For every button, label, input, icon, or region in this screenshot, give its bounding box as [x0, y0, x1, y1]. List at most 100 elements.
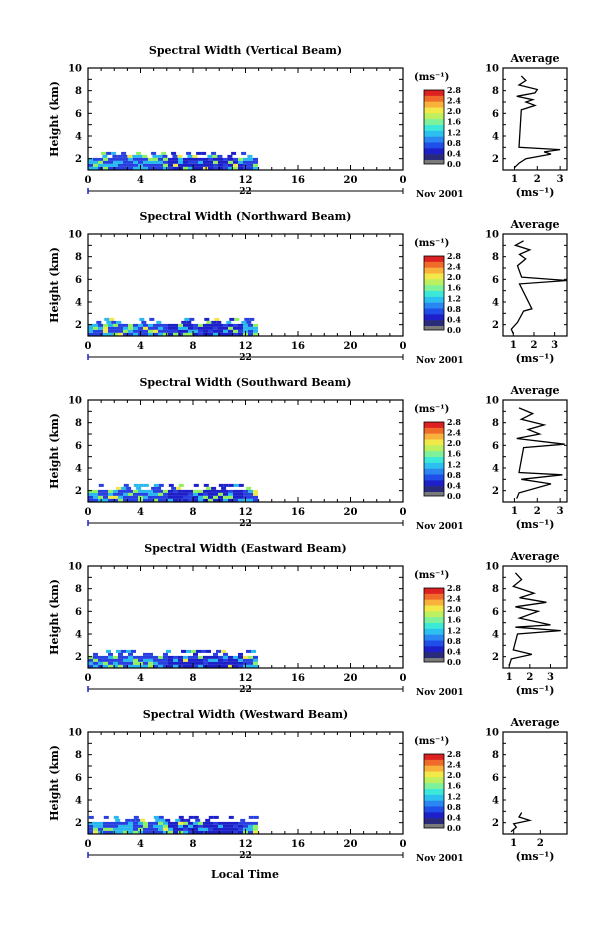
heatmap-cell [168, 326, 173, 330]
heatmap-cell [148, 332, 153, 336]
average-x-tick-label: 3 [551, 340, 558, 351]
heatmap-cell [103, 157, 108, 161]
heatmap-cell [198, 163, 203, 167]
colorbar-segment [424, 634, 444, 641]
y-tick-label: 4 [75, 464, 82, 475]
heatmap-cell [88, 332, 93, 336]
y-tick-label: 6 [75, 441, 82, 452]
heatmap-cell [183, 655, 188, 659]
heatmap-cell [203, 492, 208, 496]
heatmap-cell [212, 154, 218, 158]
heatmap-cell [216, 649, 221, 653]
average-x-label: (ms⁻¹) [516, 352, 555, 365]
x-tick-label: 0 [400, 839, 407, 850]
y-tick-label: 10 [68, 230, 82, 241]
colorbar-frame [423, 421, 445, 497]
heatmap-cell [148, 163, 153, 167]
colorbar-tick-label: 2.8 [447, 251, 461, 261]
heatmap-cell [228, 483, 234, 487]
heatmap-cell [133, 332, 138, 336]
heatmap-cell [173, 332, 178, 336]
heatmap-cell [173, 664, 178, 668]
heatmap-cell [108, 821, 113, 825]
heatmap-cell [148, 498, 153, 502]
y-tick-label: 4 [75, 298, 82, 309]
heatmap-cell [238, 498, 243, 502]
heatmap-cell [123, 664, 128, 668]
heatmap-cell [205, 818, 211, 822]
heatmap-cell [226, 320, 232, 324]
heatmap-cell [148, 492, 153, 496]
heatmap-cell [218, 495, 223, 499]
heatmap-cell [168, 824, 173, 828]
heatmap-cell [108, 492, 113, 496]
heatmap-cell [178, 495, 183, 499]
heatmap-cell [203, 827, 208, 831]
heatmap-cell [188, 830, 193, 834]
heatmap-cell [193, 821, 198, 825]
heatmap-cell [229, 317, 235, 321]
heatmap-cell [223, 821, 228, 825]
heatmap-cell [128, 827, 133, 831]
heatmap-cell [246, 320, 252, 324]
heatmap-cell [198, 824, 203, 828]
colorbar-segment [424, 320, 444, 327]
heatmap-cell [203, 655, 208, 659]
heatmap-cell [108, 332, 113, 336]
date-label: Nov 2001 [416, 356, 464, 366]
heatmap-cell [253, 166, 258, 170]
heatmap-cell [253, 157, 258, 161]
heatmap-cell [228, 166, 233, 170]
heatmap-cell [216, 320, 222, 324]
heatmap-cell [103, 495, 108, 499]
heatmap-cell [178, 824, 183, 828]
heatmap-cell [253, 824, 258, 828]
average-x-tick-label: 1 [511, 174, 518, 185]
heatmap-cell [128, 655, 133, 659]
heatmap-cell [184, 317, 190, 321]
heatmap-cell [208, 821, 213, 825]
colorbar-segment [424, 279, 444, 286]
average-frame [502, 731, 568, 835]
heatmap-cell [248, 160, 253, 164]
average-x-label: (ms⁻¹) [516, 518, 555, 531]
heatmap-cell [243, 824, 248, 828]
colorbar-tick-label: 2.0 [447, 770, 461, 780]
average-y-tick-label: 10 [485, 562, 499, 573]
heatmap-cell [247, 154, 253, 158]
y-axis-label: Height (km) [48, 579, 61, 655]
heatmap-cell [108, 329, 113, 333]
heatmap-cell [128, 329, 133, 333]
heatmap-cell [93, 664, 98, 668]
average-y-tick-label: 6 [492, 109, 499, 120]
colorbar-segment [424, 617, 444, 624]
heatmap-cell [223, 326, 228, 330]
heatmap-cell [198, 329, 203, 333]
heatmap-cell [113, 827, 118, 831]
heatmap-cell [178, 661, 183, 665]
heatmap-cell [133, 827, 138, 831]
heatmap-cell [138, 658, 143, 662]
heatmap-cell [98, 483, 104, 487]
heatmap-cell [185, 818, 191, 822]
heatmap-cell [203, 664, 208, 668]
heatmap-cell [213, 830, 218, 834]
heatmap-cell [223, 498, 228, 502]
heatmap-cell [171, 151, 177, 155]
heatmap-cell [158, 830, 163, 834]
colorbar-segment [424, 492, 444, 496]
heatmap-cell [183, 827, 188, 831]
heatmap-cell [108, 163, 113, 167]
heatmap-cell [98, 655, 103, 659]
average-y-tick-label: 6 [492, 607, 499, 618]
x-tick-label: 8 [190, 175, 197, 186]
heatmap-cell [253, 323, 258, 327]
heatmap-cell [186, 320, 192, 324]
heatmap-cell [138, 821, 143, 825]
colorbar-segment [424, 107, 444, 114]
heatmap-cell [208, 489, 213, 493]
heatmap-cell [223, 655, 228, 659]
heatmap-cell [148, 166, 153, 170]
heatmap-cell [128, 652, 133, 656]
heatmap-cell [103, 329, 108, 333]
